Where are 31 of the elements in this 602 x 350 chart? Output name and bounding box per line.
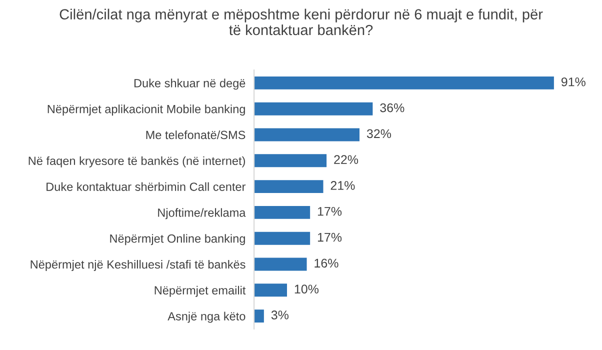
- bar: [254, 102, 373, 116]
- data-label: 17%: [318, 232, 342, 242]
- y-tick-label: Asnjë nga këto: [168, 312, 246, 323]
- y-tick-label: Në faqen kryesore të bankës (në internet): [28, 156, 245, 168]
- bar: [254, 180, 324, 194]
- data-label: 16%: [314, 258, 338, 268]
- bar: [254, 310, 264, 323]
- data-label: 21%: [330, 181, 355, 190]
- chart-title: Cilën/cilat nga mënyrat e mëposhtme keni përdorur në 6 muajt e fundit, për të kontaktuar bankën?: [60, 8, 543, 36]
- data-label: 32%: [366, 129, 392, 138]
- data-label: 3%: [271, 310, 288, 320]
- data-label: 17%: [318, 207, 342, 216]
- bar: [254, 258, 307, 271]
- bar: [254, 284, 287, 297]
- y-tick-label: Nëpërmjet Online banking: [110, 234, 245, 246]
- bar: [254, 76, 554, 90]
- data-label: 91%: [561, 77, 586, 86]
- bar: [254, 154, 327, 168]
- bar: [254, 232, 310, 245]
- y-tick-label: Duke shkuar në degë: [134, 78, 246, 90]
- y-tick-label: Nëpërmjet një Keshilluesi /stafi të bankës: [30, 260, 246, 271]
- data-label: 22%: [334, 155, 358, 164]
- data-label: 36%: [380, 103, 404, 112]
- y-tick-label: Duke kontaktuar shërbimin Call center: [46, 182, 246, 191]
- data-label: 10%: [294, 284, 319, 294]
- y-tick-label: Nëpërmjet aplikacionit Mobile banking: [48, 104, 245, 116]
- y-tick-label: Me telefonatë/SMS: [146, 130, 246, 140]
- bar: [254, 128, 360, 142]
- bar: [254, 206, 310, 219]
- y-tick-label: Njoftime/reklama: [158, 208, 246, 220]
- y-tick-label: Nëpërmjet emailit: [154, 286, 246, 297]
